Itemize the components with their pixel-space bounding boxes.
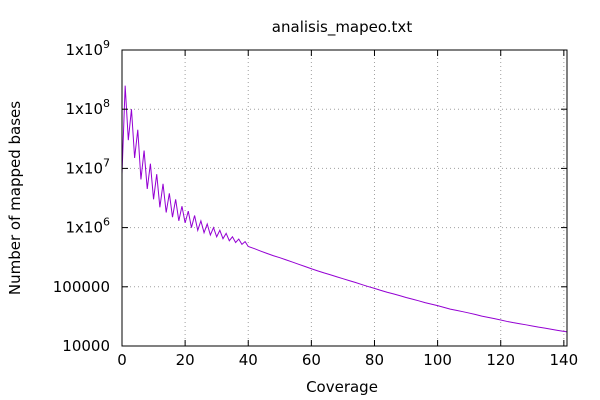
y-tick-label: 100000 [53, 278, 110, 296]
y-tick-label: 1x107 [65, 156, 110, 177]
x-tick-label: 60 [302, 351, 321, 369]
y-axis-ticks: 10000 100000 1x106 1x107 1x108 1x109 [53, 38, 110, 355]
y-axis-label: Number of mapped bases [6, 101, 24, 295]
y-tick-label: 1x108 [65, 97, 110, 118]
y-tick-label: 1x109 [65, 38, 110, 59]
x-tick-label: 20 [176, 351, 195, 369]
x-axis-label: Coverage [306, 378, 378, 396]
x-axis-ticks: 0 20 40 60 80 100 120 140 [117, 351, 578, 369]
tick-marks [121, 49, 567, 347]
plot-frame [121, 49, 568, 347]
x-tick-label: 0 [117, 351, 127, 369]
x-tick-label: 40 [239, 351, 258, 369]
x-tick-label: 140 [550, 351, 579, 369]
series-layer [121, 85, 568, 333]
x-tick-label: 100 [423, 351, 452, 369]
grid [122, 50, 567, 346]
x-tick-label: 120 [486, 351, 515, 369]
series-line-1 [121, 85, 568, 333]
y-tick-label: 1x106 [65, 216, 110, 237]
chart-title: analisis_mapeo.txt [272, 18, 413, 37]
y-tick-label: 10000 [62, 337, 110, 355]
x-tick-label: 80 [365, 351, 384, 369]
